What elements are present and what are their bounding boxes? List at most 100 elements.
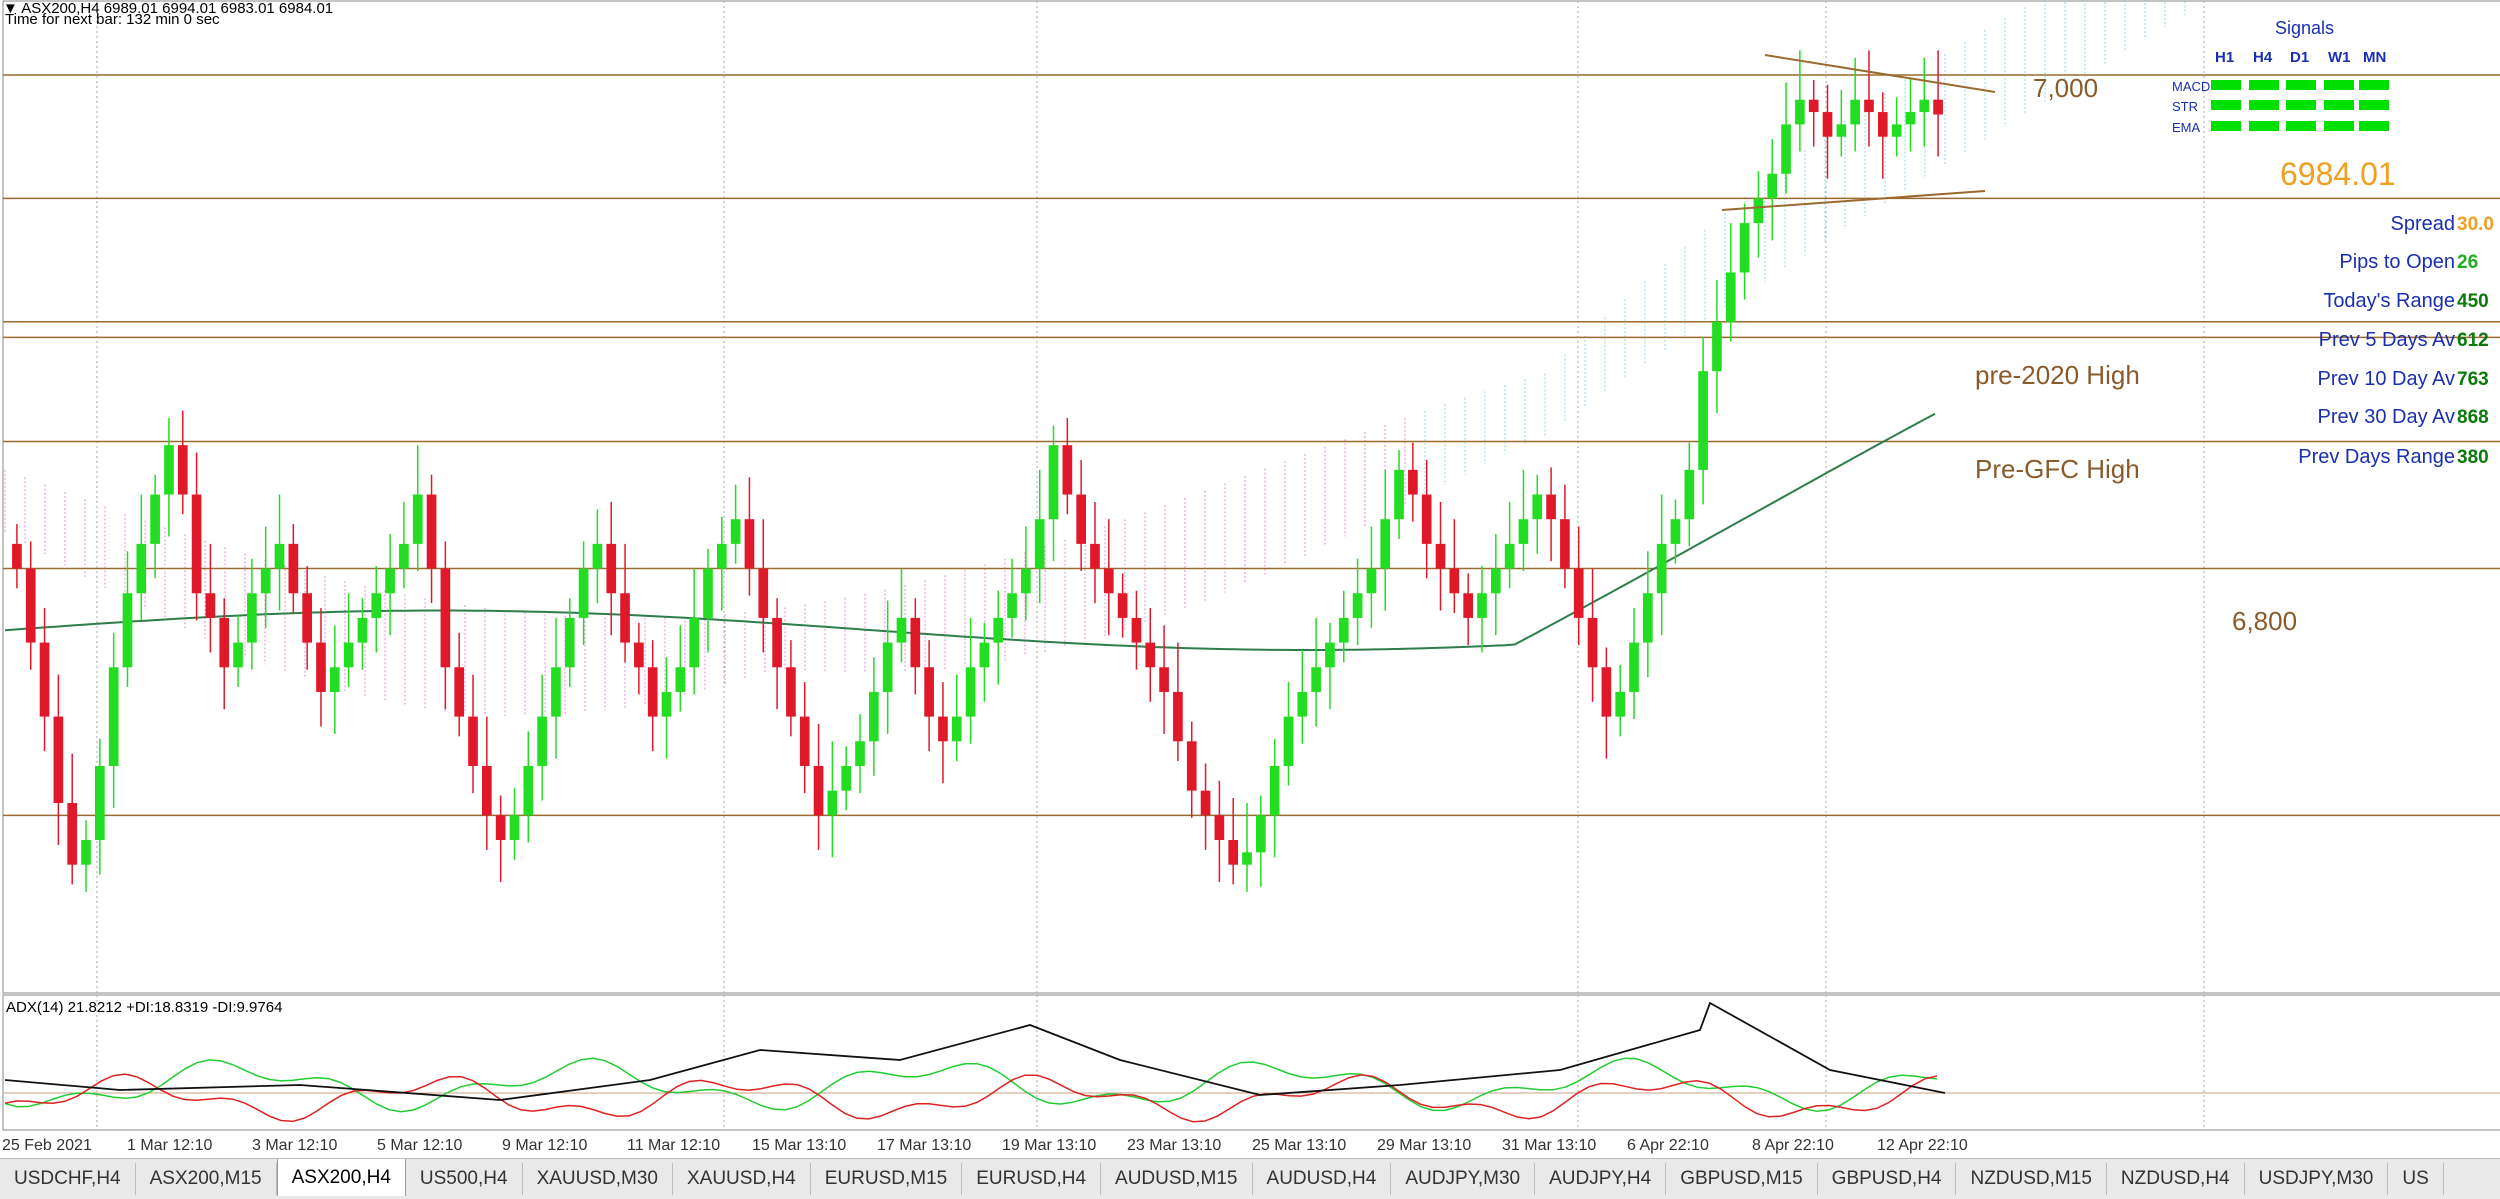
- symbol-tab[interactable]: NZDUSD,M15: [1956, 1163, 2107, 1195]
- candle-body: [136, 543, 147, 594]
- indicator-frame: [2, 994, 2500, 1131]
- signal-bar: [2359, 80, 2389, 90]
- time-axis-label: 25 Feb 2021: [2, 1137, 92, 1154]
- candle-body: [95, 765, 105, 841]
- candle-body: [1850, 99, 1860, 125]
- symbol-tab[interactable]: EURUSD,M15: [811, 1163, 963, 1195]
- symbol-tab[interactable]: NZDUSD,H4: [2107, 1163, 2245, 1195]
- candle-body: [509, 815, 520, 841]
- candle-body: [772, 617, 782, 668]
- signals-timeframe-label: D1: [2290, 49, 2309, 66]
- symbol-tab[interactable]: US500,H4: [406, 1163, 523, 1195]
- candle-body: [882, 642, 893, 692]
- signal-bar: [2249, 100, 2279, 110]
- candle-body: [357, 617, 368, 643]
- minus-di-line: [4, 1073, 1938, 1123]
- candle-body: [247, 593, 257, 643]
- candle-body: [1021, 568, 1031, 594]
- signals-timeframe-label: MN: [2363, 49, 2386, 66]
- candle-body: [716, 543, 727, 569]
- annotation-pre-2020-high: pre-2020 High: [1975, 360, 2140, 390]
- signal-bar: [2286, 80, 2316, 90]
- symbol-tab[interactable]: XAUUSD,H4: [673, 1163, 811, 1195]
- candle-body: [1532, 494, 1543, 520]
- candle-body: [993, 617, 1004, 643]
- signal-bar: [2249, 80, 2279, 90]
- info-current-price: 6984.01: [2280, 156, 2396, 192]
- candle-body: [205, 593, 216, 618]
- candle-body: [786, 667, 796, 717]
- symbol-tab[interactable]: AUDJPY,H4: [1535, 1163, 1667, 1195]
- candle-body: [1242, 852, 1252, 865]
- info-value: 380: [2457, 447, 2489, 468]
- candle-body: [606, 543, 617, 594]
- symbol-tab[interactable]: USDCHF,H4: [0, 1163, 136, 1195]
- time-axis-label: 3 Mar 12:10: [252, 1137, 337, 1154]
- candle-body: [1311, 667, 1321, 692]
- info-label: Prev 30 Day Av: [2318, 406, 2455, 428]
- candle-body: [661, 691, 672, 717]
- candle-body: [1076, 494, 1086, 544]
- candle-body: [1297, 691, 1308, 717]
- symbol-tab[interactable]: AUDUSD,M15: [1101, 1163, 1253, 1195]
- time-axis-label: 6 Apr 22:10: [1627, 1137, 1709, 1154]
- symbol-tab[interactable]: GBPUSD,M15: [1666, 1163, 1818, 1195]
- candle-body: [1421, 494, 1432, 544]
- candle-body: [67, 802, 78, 865]
- triangle-lower-line: [1721, 190, 1986, 211]
- symbol-tab[interactable]: AUDJPY,M30: [1391, 1163, 1536, 1195]
- dropdown-triangle-icon[interactable]: ▼: [3, 0, 18, 17]
- candle-body: [1490, 568, 1501, 594]
- time-axis-label: 11 Mar 12:10: [627, 1137, 720, 1154]
- candle-body: [799, 716, 810, 766]
- candle-body: [426, 494, 437, 569]
- symbol-tab[interactable]: XAUUSD,M30: [523, 1163, 673, 1195]
- info-value: 868: [2457, 407, 2489, 428]
- candle-body: [1117, 593, 1128, 618]
- symbol-tab[interactable]: ASX200,H4: [276, 1159, 406, 1196]
- candle-body: [703, 568, 713, 618]
- signal-bar: [2324, 100, 2354, 110]
- info-value: 30.0: [2457, 214, 2494, 235]
- candle-body: [675, 667, 686, 692]
- symbol-tab[interactable]: AUDUSD,H4: [1253, 1163, 1392, 1195]
- symbol-tab[interactable]: EURUSD,H4: [962, 1163, 1102, 1195]
- time-axis-label: 12 Apr 22:10: [1877, 1137, 1968, 1154]
- candle-body: [1518, 519, 1529, 544]
- signals-row-label: MACD: [2172, 79, 2210, 94]
- candle-body: [454, 667, 465, 717]
- candle-body: [1269, 765, 1280, 816]
- candle-body: [1256, 815, 1266, 853]
- signal-bar: [2324, 80, 2354, 90]
- annotation-6800: 6,800: [2232, 606, 2297, 636]
- signal-bar: [2211, 121, 2241, 131]
- candle-body: [1795, 99, 1805, 125]
- candle-body: [1352, 593, 1363, 618]
- candle-body: [122, 593, 133, 668]
- symbol-ohlc-text: ASX200,H4 6989.01 6994.01 6983.01 6984.0…: [21, 0, 334, 17]
- candle-body: [191, 494, 202, 594]
- symbol-tab[interactable]: GBPUSD,H4: [1818, 1163, 1957, 1195]
- candle-body: [1836, 124, 1847, 137]
- symbol-tab[interactable]: US: [2388, 1163, 2444, 1195]
- candle-body: [758, 568, 769, 618]
- candle-body: [108, 667, 119, 766]
- candle-body: [1753, 198, 1764, 224]
- candle-body: [468, 716, 478, 766]
- candle-body: [813, 765, 824, 816]
- candle-body: [1007, 593, 1017, 618]
- candle-body: [896, 617, 907, 643]
- candle-body: [938, 716, 948, 742]
- symbol-tab[interactable]: USDJPY,M30: [2245, 1163, 2389, 1195]
- candle-body: [592, 543, 603, 569]
- info-label: Today's Range: [2323, 290, 2455, 312]
- time-axis-label: 19 Mar 13:10: [1002, 1137, 1096, 1154]
- candle-body: [1739, 223, 1750, 273]
- time-axis-label: 15 Mar 13:10: [752, 1137, 846, 1154]
- candle-body: [841, 765, 852, 791]
- symbol-tab[interactable]: ASX200,M15: [136, 1163, 277, 1195]
- time-axis-label: 1 Mar 12:10: [127, 1137, 212, 1154]
- candle-body: [523, 765, 534, 816]
- signal-bar: [2211, 80, 2241, 90]
